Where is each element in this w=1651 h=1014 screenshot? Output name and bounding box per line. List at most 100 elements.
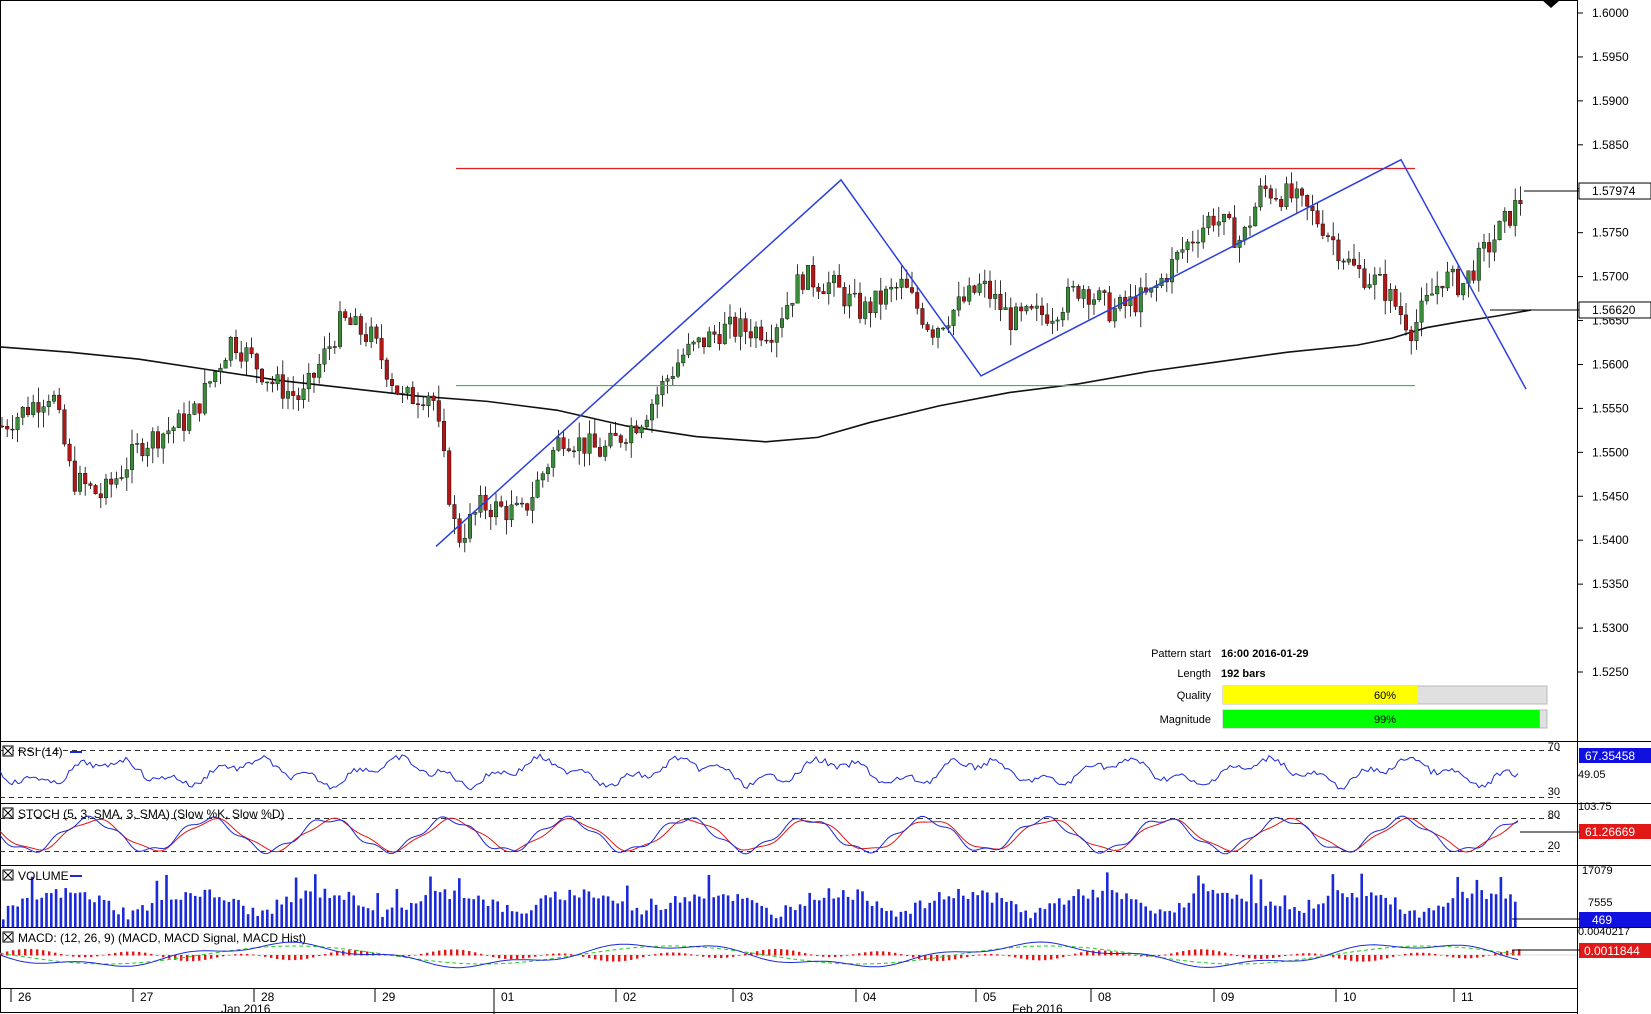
candle-body (1435, 285, 1440, 295)
volume-bar (1413, 910, 1416, 927)
candle-body (1331, 236, 1336, 241)
candle-body (1367, 284, 1372, 288)
price-tick-label: 1.6000 (1592, 6, 1629, 20)
volume-bar (573, 895, 576, 927)
candle-body (31, 402, 36, 415)
candle-body (764, 339, 769, 342)
volume-bar (875, 901, 879, 927)
candle-body (254, 353, 259, 370)
macd-hist-bar (150, 953, 153, 956)
volume-bar (146, 910, 149, 927)
candle-body (1019, 306, 1024, 312)
candle-body (566, 448, 571, 452)
volume-bar (803, 905, 807, 927)
volume-bar (669, 902, 672, 927)
price-tick-label: 1.5400 (1592, 533, 1629, 547)
volume-bar (1317, 904, 1320, 927)
macd-hist-bar (726, 955, 729, 958)
candle-body (150, 431, 155, 449)
candle-body (1336, 239, 1341, 262)
volume-bar (237, 900, 240, 927)
candle-body (1211, 215, 1216, 226)
macd-hist-bar (654, 954, 657, 956)
candle-body (899, 278, 904, 288)
candle-body (1071, 285, 1076, 288)
macd-hist-bar (162, 955, 165, 958)
volume-bar (155, 880, 159, 927)
candle-body (1450, 268, 1455, 273)
volume-bar (976, 895, 979, 927)
rsi-title: RSI (14) (18, 745, 63, 759)
candle-body (1377, 274, 1382, 276)
volume-bar (304, 890, 307, 927)
volume-bar (1355, 897, 1359, 927)
candle-body (348, 317, 353, 325)
volume-bar (578, 897, 581, 927)
candle-body (1429, 293, 1434, 296)
candle-body (738, 318, 743, 337)
candle-body (1039, 305, 1044, 315)
macd-hist-bar (1350, 955, 1353, 961)
volume-bar (602, 895, 605, 927)
macd-hist-bar (54, 952, 57, 956)
macd-hist-bar (420, 953, 423, 956)
macd-hist-bar (708, 955, 711, 958)
macd-hist-bar (606, 955, 609, 962)
candle-body (1232, 217, 1237, 248)
candle-body (1029, 306, 1034, 309)
macd-hist-bar (384, 954, 387, 956)
volume-bar (30, 876, 34, 927)
volume-bar (755, 902, 759, 927)
candle-body (816, 286, 821, 292)
volume-bar (1331, 874, 1335, 927)
price-tick-label: 1.5250 (1592, 665, 1629, 679)
macd-hist-bar (1494, 953, 1497, 956)
volume-bar (1480, 890, 1483, 927)
day-label: 08 (1098, 990, 1112, 1004)
candle-body (457, 518, 462, 543)
macd-hist-bar (720, 955, 723, 959)
candle-body (904, 278, 909, 288)
macd-hist-bar (246, 953, 249, 956)
candle-body (1305, 195, 1310, 207)
quality-bar-fill (1223, 686, 1418, 704)
volume-bar (1024, 910, 1027, 927)
macd-value-box (1579, 943, 1651, 958)
rsi-level-30: 30 (1548, 786, 1560, 798)
collapse-arrow-icon[interactable] (1542, 0, 1560, 8)
macd-hist-bar (582, 955, 585, 957)
candle-body (1518, 200, 1523, 205)
macd-hist-bar (612, 955, 615, 962)
macd-hist-bar (690, 954, 693, 956)
macd-hist-bar (1056, 955, 1059, 959)
volume-bar (150, 903, 154, 927)
candle-body (145, 447, 150, 457)
volume-bar (966, 898, 970, 927)
rsi-panel: RSI (14) 70 49.05 30 67.35458 (0, 741, 1651, 798)
candle-body (655, 394, 660, 405)
length-label: Length (1177, 668, 1211, 680)
volume-bar (683, 897, 687, 927)
volume-bar (616, 903, 619, 927)
candle-body (603, 445, 608, 457)
candle-body (530, 497, 535, 511)
candle-body (36, 402, 41, 413)
candle-body (62, 409, 67, 445)
macd-hist-bar (1290, 954, 1293, 956)
candle-body (707, 331, 712, 348)
candle-body (686, 343, 691, 356)
candle-body (556, 437, 561, 451)
candle-body (592, 433, 597, 448)
macd-hist-bar (636, 955, 639, 959)
volume-bar (1384, 897, 1387, 927)
macd-hist-bar (330, 952, 333, 956)
candle-body (868, 301, 873, 314)
candle-body (306, 373, 311, 390)
macd-hist-bar (1512, 949, 1515, 956)
candle-body (384, 359, 389, 380)
macd-hist-bar (1500, 952, 1503, 956)
volume-bar (438, 892, 442, 927)
volume-bar (1389, 904, 1392, 927)
candle-body (1289, 183, 1294, 199)
